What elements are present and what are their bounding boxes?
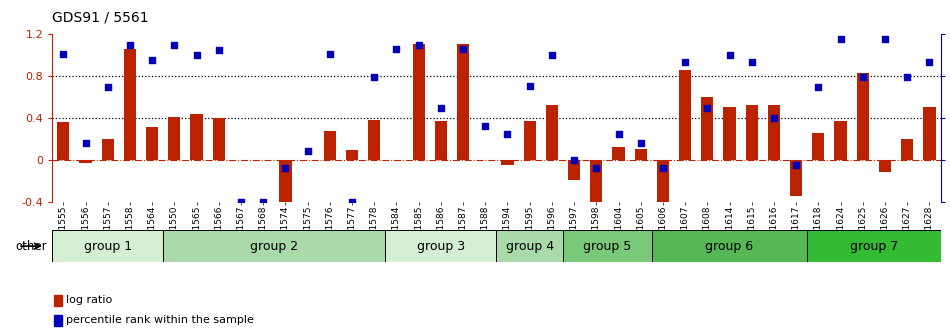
Point bbox=[810, 85, 826, 90]
Bar bbox=[923, 107, 936, 160]
Bar bbox=[568, 160, 580, 179]
Text: group 1: group 1 bbox=[84, 240, 132, 253]
Text: group 6: group 6 bbox=[706, 240, 753, 253]
Bar bbox=[168, 117, 180, 160]
Bar bbox=[768, 105, 780, 160]
Bar bbox=[724, 107, 735, 160]
Text: percentile rank within the sample: percentile rank within the sample bbox=[66, 316, 254, 325]
Point bbox=[878, 36, 893, 41]
Bar bbox=[496, 230, 563, 262]
Point bbox=[78, 140, 93, 145]
Bar bbox=[324, 131, 336, 160]
Point bbox=[277, 165, 293, 171]
Point bbox=[478, 123, 493, 129]
Point bbox=[656, 165, 671, 171]
Bar bbox=[808, 230, 940, 262]
Point bbox=[167, 43, 182, 48]
Text: GDS91 / 5561: GDS91 / 5561 bbox=[52, 10, 149, 24]
Bar bbox=[502, 160, 514, 165]
Text: group 4: group 4 bbox=[505, 240, 554, 253]
Bar bbox=[386, 230, 496, 262]
Point bbox=[234, 199, 249, 204]
Text: group 7: group 7 bbox=[849, 240, 898, 253]
Point bbox=[144, 58, 160, 63]
Bar bbox=[790, 160, 802, 196]
Bar bbox=[279, 160, 292, 205]
Bar bbox=[124, 49, 136, 160]
Point bbox=[367, 75, 382, 80]
Point bbox=[744, 59, 759, 65]
Point bbox=[611, 132, 626, 137]
Point bbox=[722, 53, 737, 58]
Bar bbox=[346, 150, 358, 160]
Bar bbox=[834, 121, 846, 160]
Bar bbox=[679, 70, 692, 160]
Point bbox=[345, 199, 360, 204]
Bar bbox=[902, 138, 913, 160]
Bar bbox=[563, 230, 652, 262]
Bar bbox=[54, 295, 63, 305]
Point bbox=[544, 53, 560, 58]
Point bbox=[833, 36, 848, 41]
Bar bbox=[546, 105, 558, 160]
Text: log ratio: log ratio bbox=[66, 295, 112, 305]
Bar bbox=[652, 230, 808, 262]
Bar bbox=[52, 230, 163, 262]
Bar bbox=[590, 160, 602, 204]
Bar bbox=[635, 149, 647, 160]
Bar bbox=[523, 121, 536, 160]
Text: other: other bbox=[16, 240, 48, 253]
Bar bbox=[163, 230, 386, 262]
Point bbox=[855, 75, 870, 80]
Bar bbox=[213, 118, 225, 160]
Bar bbox=[191, 115, 202, 160]
Point bbox=[589, 165, 604, 171]
Point bbox=[922, 59, 937, 65]
Point bbox=[211, 48, 226, 53]
Bar bbox=[656, 160, 669, 212]
Bar bbox=[412, 44, 425, 160]
Point bbox=[123, 43, 138, 48]
Point bbox=[522, 83, 538, 88]
Point bbox=[433, 105, 448, 110]
Bar bbox=[812, 133, 825, 160]
Point bbox=[455, 46, 470, 51]
Bar bbox=[146, 127, 159, 160]
Text: group 2: group 2 bbox=[250, 240, 298, 253]
Bar bbox=[613, 147, 624, 160]
Point bbox=[189, 53, 204, 58]
Bar bbox=[102, 138, 114, 160]
Point bbox=[500, 132, 515, 137]
Bar bbox=[57, 122, 69, 160]
Bar bbox=[879, 160, 891, 172]
Point bbox=[566, 157, 581, 162]
Point bbox=[633, 140, 648, 145]
Bar bbox=[746, 105, 758, 160]
Point bbox=[788, 162, 804, 167]
Bar bbox=[80, 160, 91, 163]
Point bbox=[411, 43, 427, 48]
Bar bbox=[54, 315, 63, 326]
Point bbox=[100, 85, 115, 90]
Bar bbox=[435, 121, 446, 160]
Point bbox=[677, 59, 693, 65]
Bar bbox=[857, 74, 869, 160]
Point bbox=[300, 149, 315, 154]
Bar bbox=[369, 120, 380, 160]
Point bbox=[56, 51, 71, 56]
Text: group 3: group 3 bbox=[417, 240, 465, 253]
Point bbox=[256, 199, 271, 204]
Point bbox=[900, 75, 915, 80]
Text: group 5: group 5 bbox=[583, 240, 632, 253]
Point bbox=[767, 115, 782, 120]
Bar bbox=[457, 44, 469, 160]
Point bbox=[389, 46, 404, 51]
Bar bbox=[701, 97, 713, 160]
Point bbox=[700, 105, 715, 110]
Point bbox=[322, 51, 337, 56]
